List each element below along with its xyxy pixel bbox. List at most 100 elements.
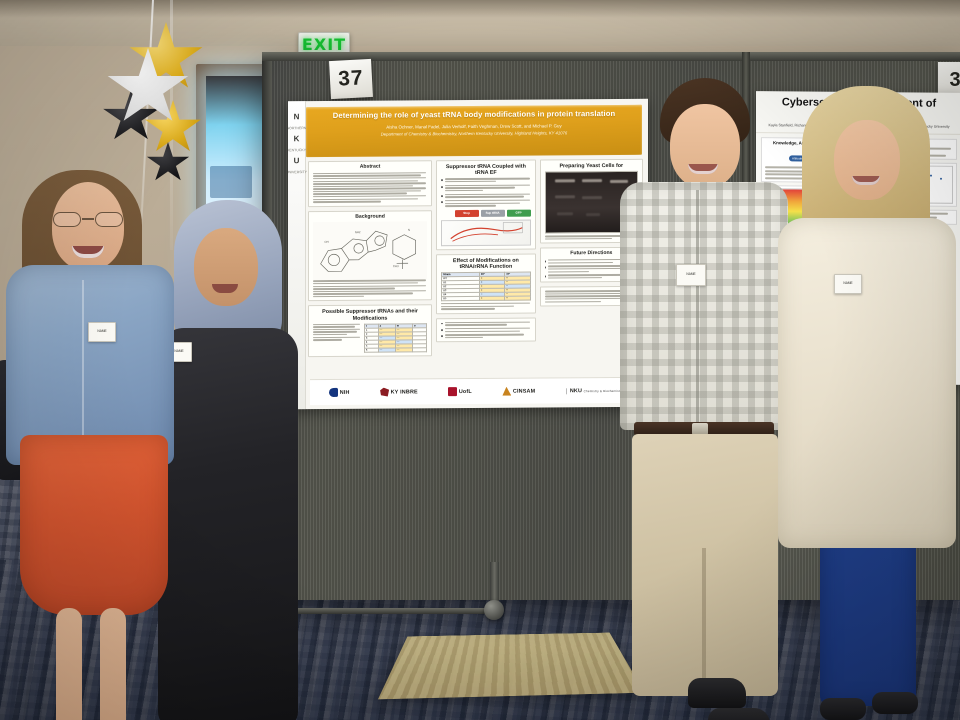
person-1-denim-jacket (6, 265, 174, 465)
effect-table: Strain 30° 37° WT + + Δ1 + − Δ2 + − Δ3 + + Δ4− − Δ5… (441, 272, 531, 302)
poster-number-sign-right: 3 (938, 62, 960, 98)
chip-stop: Stop (454, 209, 479, 217)
abstract-body-text (313, 172, 427, 203)
nku-sub-kentucky: KENTUCKY (288, 148, 307, 153)
effect-notes (441, 302, 530, 310)
list-item (441, 199, 530, 207)
table-row: 6— — (364, 347, 427, 352)
board-top-rail (262, 52, 960, 61)
poster-column-2: Suppressor tRNA Coupled with tRNA EF Sto… (436, 159, 536, 375)
person-3-smile (688, 164, 718, 174)
cinsam-logo-label: CINSAM (512, 388, 536, 395)
board-caster-right (484, 600, 504, 620)
abstract-panel: Abstract (308, 160, 433, 207)
nih-logo: NIH (329, 387, 350, 397)
person-1-badge-text: NAME (97, 329, 107, 334)
black-star-balloon-2 (146, 142, 190, 181)
person-4-smile (852, 176, 880, 185)
poster-affiliation: Department of Chemistry & Biochemistry, … (380, 130, 568, 137)
ky-inbre-mark-icon (380, 388, 389, 397)
nku-letter-u: U (293, 156, 300, 166)
person-2: NAME (148, 200, 298, 720)
ky-inbre-logo-label: KY INBRE (390, 388, 418, 396)
person-3-shoe-left (688, 678, 746, 708)
person-1-leg-left (56, 608, 82, 720)
effect-of-mods-panel: Effect of Modifications on tRNA/rRNA Fun… (436, 253, 536, 314)
nku-sub-northern: NORTHERN (288, 126, 307, 131)
person-3-shirt-placket (696, 190, 699, 422)
list-item (441, 321, 530, 326)
suppressor-coupled-panel: Suppressor tRNA Coupled with tRNA EF Sto… (436, 159, 536, 250)
uofl-logo-label: UofL (458, 388, 472, 395)
cinsam-mark-icon (502, 387, 511, 396)
person-1-name-badge: NAME (88, 322, 116, 342)
ky-inbre-logo: KY INBRE (380, 387, 418, 396)
person-2-badge-text: NAME (174, 349, 184, 354)
background-panel: Background (308, 209, 433, 302)
person-3-shoe-right (708, 708, 770, 720)
list-item (441, 333, 530, 339)
svg-text:NH2: NH2 (355, 231, 361, 235)
trna-structure-diagram: OH NH2 CH3 N (313, 221, 428, 281)
glasses-bridge (82, 218, 94, 220)
possible-suppressors-heading: Possible Suppressor tRNAs and their Modi… (322, 308, 418, 322)
person-3-face (670, 104, 740, 188)
research-poster-main: N NORTHERN K KENTUCKY U UNIVERSITY Deter… (288, 98, 648, 410)
person-1: NAME (0, 160, 178, 720)
list-item (441, 327, 530, 333)
effect-of-mods-heading: Effect of Modifications on tRNA/rRNA Fun… (452, 257, 519, 270)
abstract-heading: Abstract (359, 163, 381, 170)
suppressor-coupled-heading: Suppressor tRNA Coupled with tRNA EF (445, 163, 526, 177)
person-4-shoe-right (872, 692, 918, 714)
list-item (441, 184, 530, 192)
person-3: NAME (612, 78, 792, 720)
construct-chips: Stop Sup tRNA GFP (441, 209, 531, 217)
effect-bullets (441, 321, 530, 339)
person-4: NAME (768, 86, 958, 720)
nku-logo-label: NKU (569, 387, 583, 394)
star-balloon-headband (100, 22, 220, 182)
person-2-face (194, 228, 258, 306)
person-2-black-dress (158, 328, 298, 720)
nku-letter-k: K (293, 134, 300, 144)
chip-sup-trna: Sup tRNA (480, 209, 505, 217)
svg-text:N: N (408, 228, 410, 232)
background-heading: Background (355, 213, 385, 220)
person-4-cardigan (778, 218, 956, 548)
poster-title: Determining the role of yeast tRNA body … (332, 108, 616, 120)
svg-text:OH: OH (324, 240, 328, 244)
person-1-orange-skirt (20, 435, 168, 615)
nih-mark-icon (329, 387, 339, 397)
table-row: Δ5 + + (441, 296, 531, 301)
floor-rug-panel (377, 632, 645, 700)
person-2-smile (212, 284, 238, 293)
person-3-pants-seam (702, 548, 706, 698)
person-1-leg-right (100, 608, 126, 720)
nku-letter-n: N (293, 112, 300, 122)
person-4-badge-text: NAME (843, 281, 853, 286)
person-3-name-badge: NAME (676, 264, 706, 286)
poster-number-label: 37 (337, 66, 365, 91)
poster-number-sign: 37 (329, 58, 373, 100)
person-3-khaki-pants (632, 434, 778, 696)
poster-authors: Aisha Ochner, Manal Fadel, Julia Verholf… (386, 123, 562, 130)
svg-text:CH3: CH3 (393, 265, 399, 269)
person-4-shoe-left (820, 698, 866, 720)
person-3-belt-buckle (692, 423, 708, 435)
suppressors-notes (313, 323, 361, 352)
chip-gfp: GFP (506, 209, 531, 217)
person-1-glasses-icon (52, 212, 124, 228)
background-body-text (313, 279, 427, 298)
poster-columns: Abstract Background (308, 158, 644, 375)
poster-title-banner: Determining the role of yeast tRNA body … (306, 104, 642, 158)
nih-logo-label: NIH (339, 389, 350, 396)
board-leg-right (490, 562, 499, 608)
possible-suppressors-panel: Possible Suppressor tRNAs and their Modi… (308, 304, 433, 357)
board-foot-bar (272, 608, 500, 614)
exit-sign-label: EXIT (301, 34, 347, 54)
poster-column-1: Abstract Background (308, 160, 433, 375)
poster-number-right-label: 3 (949, 68, 960, 91)
person-3-badge-text: NAME (686, 272, 696, 277)
gold-star-balloon-2 (145, 100, 201, 151)
